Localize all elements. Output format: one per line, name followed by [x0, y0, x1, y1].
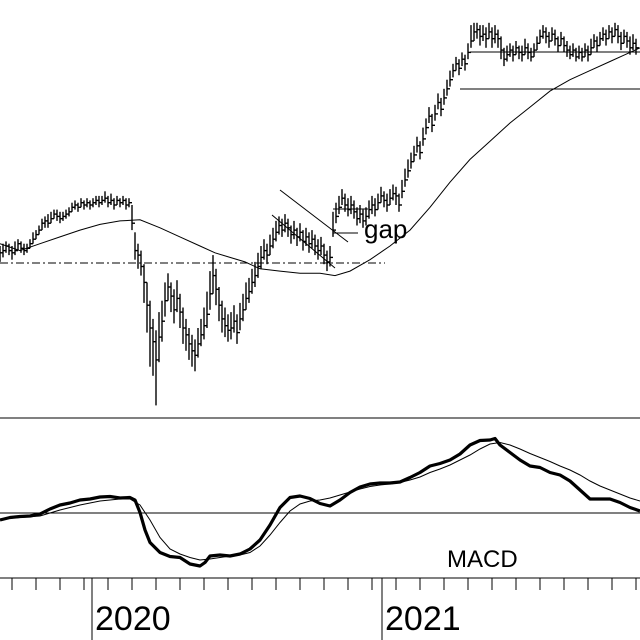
- price-bar: [434, 104, 438, 121]
- price-bar: [131, 205, 135, 231]
- price-bar: [401, 179, 405, 199]
- price-bar: [422, 127, 426, 146]
- price-bar: [464, 54, 468, 71]
- time-axis: 2020 2021: [0, 577, 640, 640]
- price-bar: [329, 246, 333, 267]
- price-bar: [425, 118, 429, 135]
- macd-title: MACD: [447, 546, 518, 573]
- year-label-2021: 2021: [385, 600, 461, 638]
- price-bar: [206, 291, 210, 328]
- gap-label: gap: [364, 214, 407, 244]
- price-bar: [413, 145, 417, 162]
- axis-ticks: [11, 578, 637, 640]
- channel-lower-line: [271, 214, 336, 269]
- year-label-2020: 2020: [95, 600, 171, 638]
- price-bar: [407, 159, 411, 178]
- price-bar: [404, 168, 408, 187]
- price-bar: [440, 97, 444, 117]
- price-panel: gap: [0, 22, 640, 406]
- price-bar: [443, 88, 447, 105]
- price-bar: [449, 70, 453, 87]
- price-bar: [458, 59, 462, 76]
- price-bar: [338, 195, 342, 215]
- price-bar: [419, 141, 423, 160]
- macd-line: [0, 436, 640, 568]
- price-bar: [431, 113, 435, 133]
- price-bar: [446, 79, 450, 96]
- price-bar: [236, 314, 240, 344]
- price-bar: [161, 300, 165, 342]
- price-bar: [398, 193, 402, 212]
- macd-panel: MACD: [0, 436, 640, 573]
- moving-average-line: [0, 47, 640, 277]
- price-bar: [335, 202, 339, 224]
- price-bar: [128, 198, 132, 208]
